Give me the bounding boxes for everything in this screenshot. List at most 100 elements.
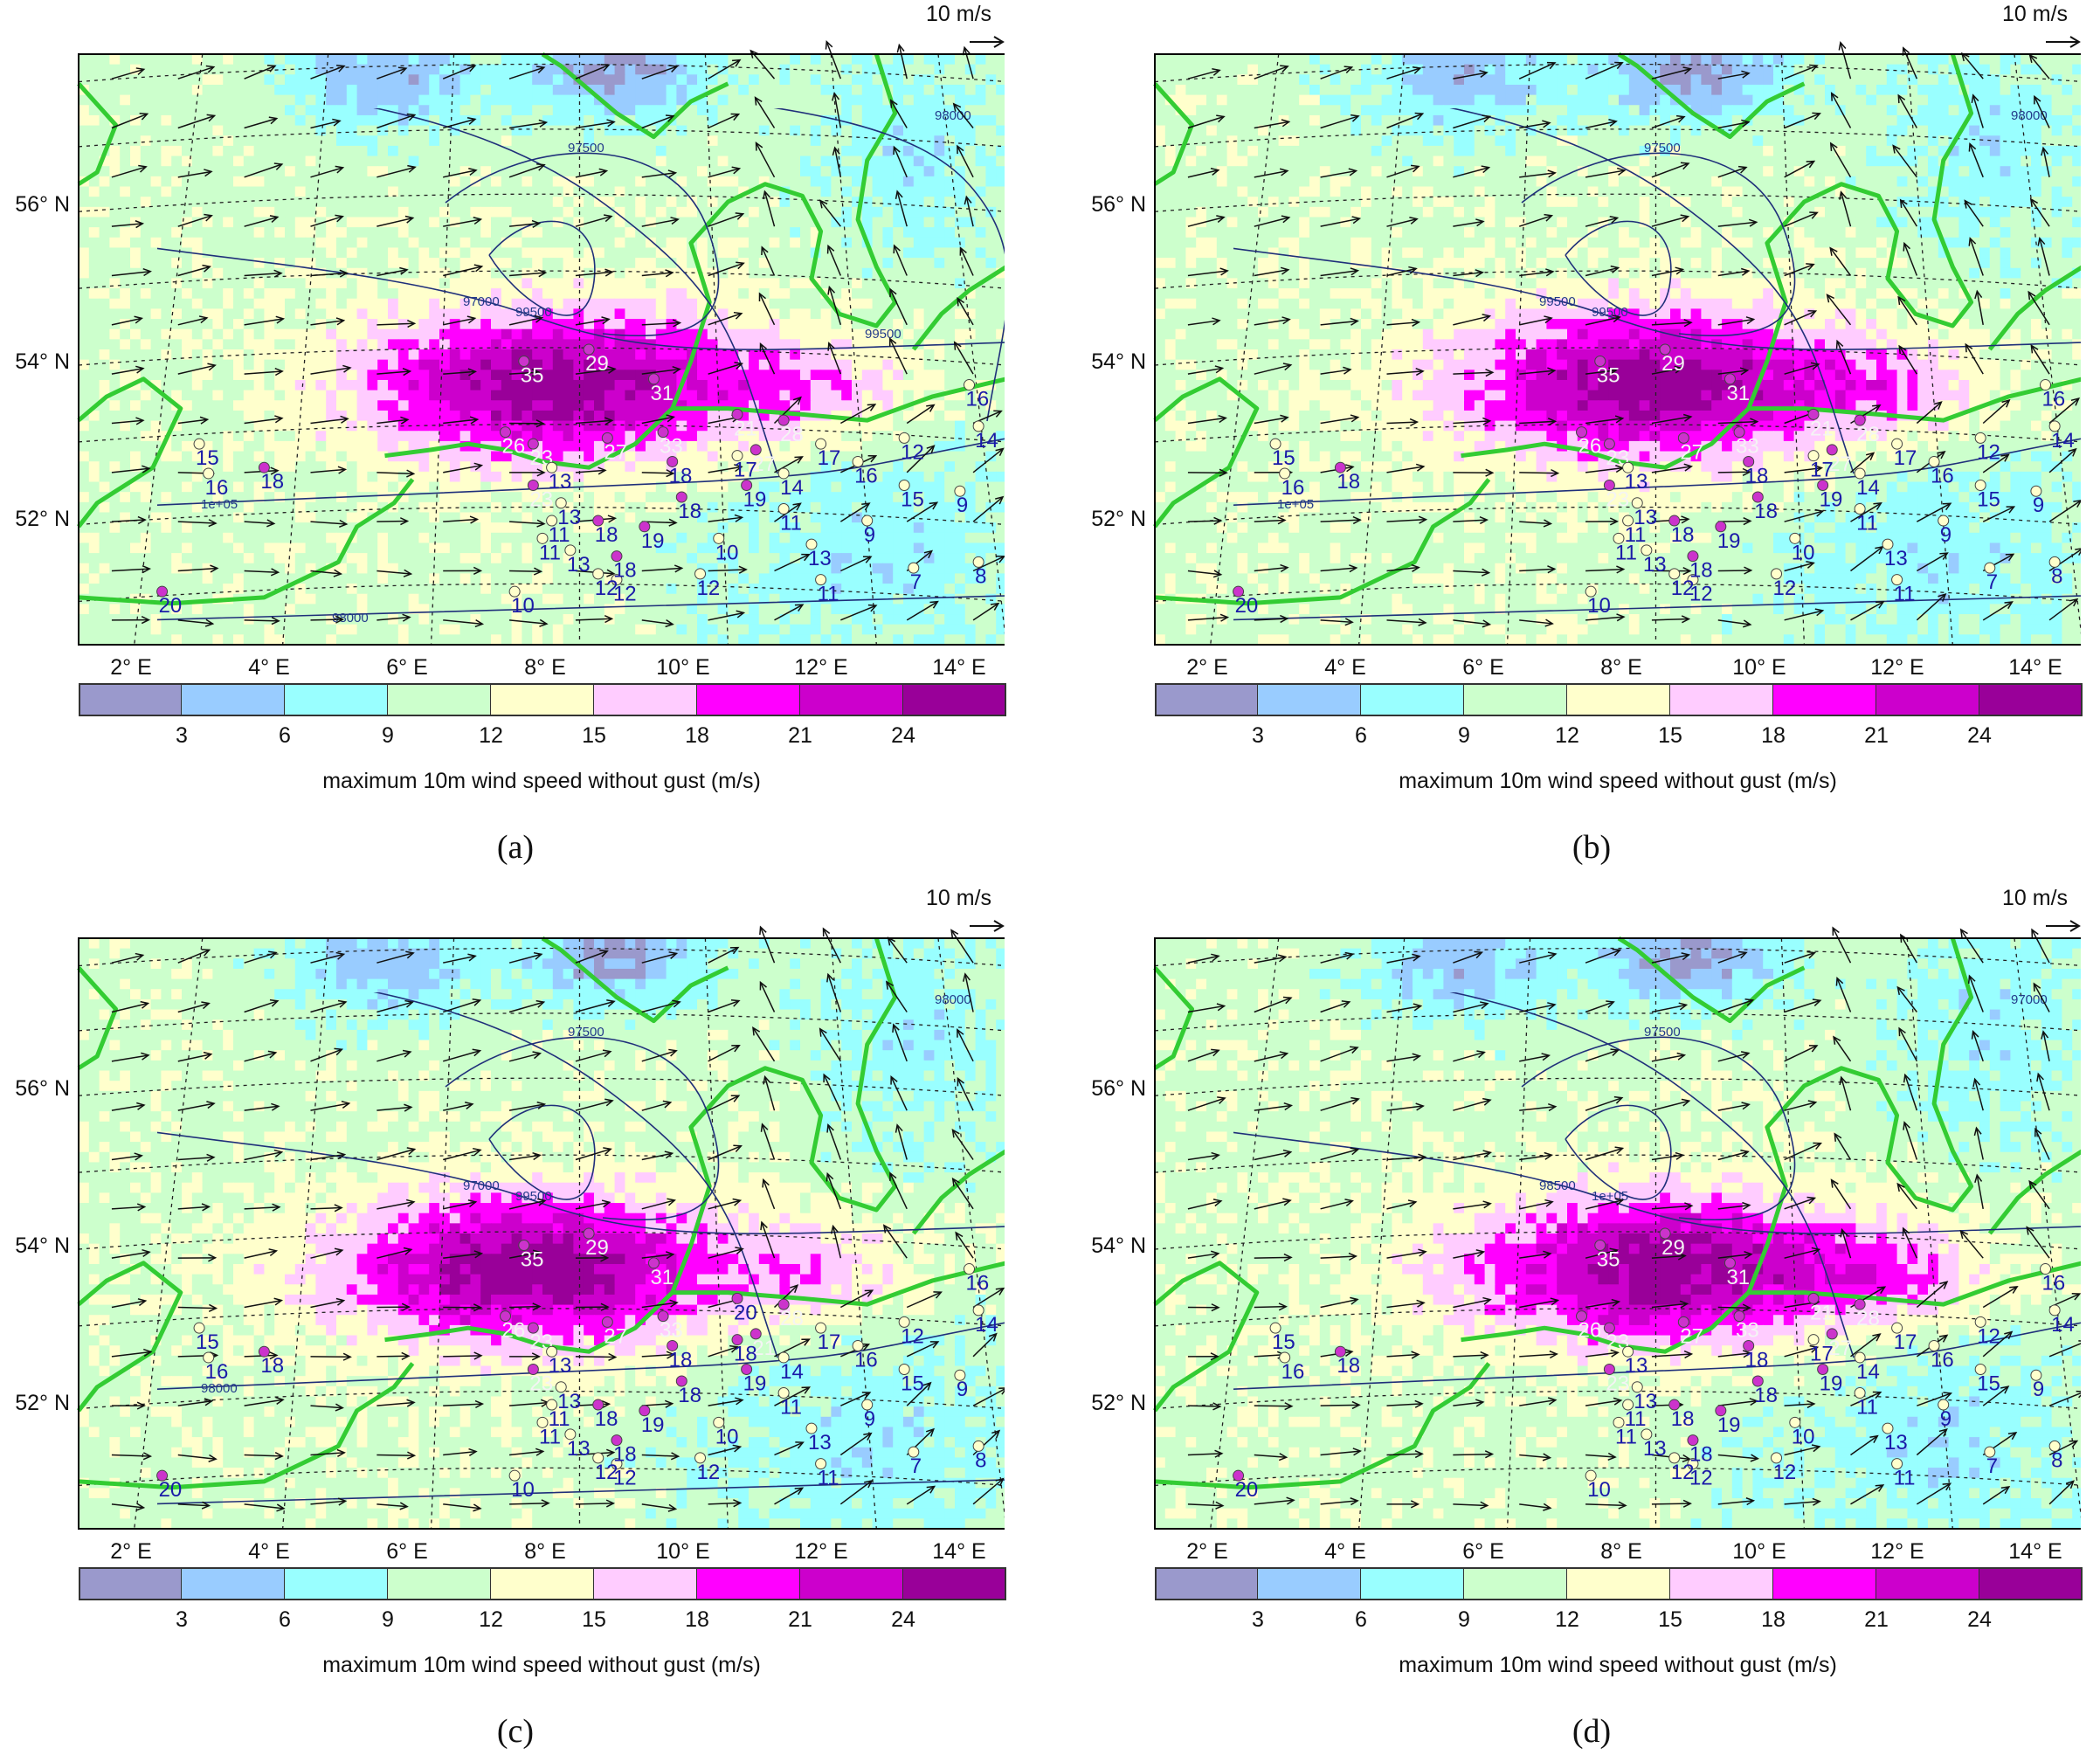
wind-arrow bbox=[1841, 1076, 1852, 1111]
map-frame bbox=[1154, 53, 2081, 646]
station-value: 13 bbox=[1634, 1390, 1657, 1413]
wind-arrow bbox=[1254, 217, 1289, 227]
wind-arrow bbox=[376, 1454, 415, 1456]
colorbar-swatch bbox=[182, 683, 285, 716]
wind-arrow bbox=[898, 45, 908, 79]
wind-arrow bbox=[310, 1153, 345, 1161]
lon-tick-label: 10° E bbox=[656, 655, 709, 680]
station-value: 12 bbox=[901, 440, 924, 464]
wind-arrow bbox=[1453, 115, 1490, 129]
station-value: 12 bbox=[901, 1324, 924, 1348]
station-value: 15 bbox=[1272, 1330, 1295, 1354]
station-value: 23 bbox=[1606, 487, 1629, 511]
station-marker bbox=[908, 1446, 920, 1458]
wind-arrow bbox=[761, 1221, 776, 1259]
wind-arrow bbox=[1519, 1154, 1552, 1161]
station-value: 11 bbox=[1856, 512, 1878, 536]
station-marker bbox=[592, 1452, 604, 1464]
station-value: 18 bbox=[1754, 1384, 1778, 1407]
wind-arrow bbox=[111, 367, 144, 375]
wind-arrow bbox=[1320, 218, 1360, 227]
wind-arrow bbox=[763, 190, 776, 227]
wind-arrow bbox=[443, 1253, 482, 1259]
station-marker bbox=[1891, 574, 1903, 586]
wind-arrow bbox=[827, 245, 842, 276]
station-value: 26 bbox=[502, 435, 526, 459]
wind-arrow bbox=[1916, 593, 1946, 621]
wind-arrow bbox=[177, 1399, 212, 1406]
wind-arrow bbox=[177, 215, 212, 227]
wind-arrow bbox=[1187, 169, 1219, 178]
wind-arrow bbox=[1386, 1005, 1421, 1013]
wind-arrow bbox=[1187, 270, 1228, 277]
station-marker bbox=[1854, 1387, 1866, 1399]
wind-arrow bbox=[1717, 471, 1751, 473]
station-value: 9 bbox=[864, 523, 875, 547]
station-marker bbox=[667, 1339, 679, 1351]
colorbar-swatch bbox=[1361, 683, 1464, 716]
station-marker bbox=[518, 1240, 530, 1252]
station-value: 27 bbox=[1680, 1324, 1703, 1348]
station-marker bbox=[667, 455, 679, 467]
lon-tick-label: 6° E bbox=[1462, 1539, 1504, 1564]
colorbar-title: maximum 10m wind speed without gust (m/s… bbox=[1155, 1653, 2081, 1678]
panel-label: (d) bbox=[1572, 1712, 1611, 1751]
wind-arrow bbox=[1585, 1001, 1614, 1013]
station-marker bbox=[1603, 1322, 1615, 1334]
lon-tick-label: 14° E bbox=[2008, 655, 2062, 680]
colorbar-swatch bbox=[1155, 683, 1258, 716]
wind-arrow bbox=[1519, 121, 1551, 129]
station-marker bbox=[1576, 426, 1588, 439]
station-value: 28 bbox=[1856, 423, 1880, 446]
station-value: 17 bbox=[1894, 1330, 1917, 1354]
wind-arrow bbox=[443, 1403, 483, 1406]
wind-arrow bbox=[2042, 148, 2050, 177]
wind-arrow bbox=[509, 521, 544, 525]
station-marker bbox=[583, 343, 595, 356]
wind-arrow bbox=[641, 272, 674, 277]
station-value: 18 bbox=[613, 559, 637, 583]
station-value: 7 bbox=[910, 570, 922, 594]
station-marker bbox=[1622, 1399, 1634, 1411]
wind-arrow bbox=[2048, 1440, 2078, 1456]
wind-arrow bbox=[1386, 1156, 1426, 1161]
station-marker bbox=[1807, 450, 1820, 462]
station-marker bbox=[1631, 1381, 1643, 1393]
wind-arrow bbox=[888, 937, 908, 964]
wind-arrow bbox=[2048, 1480, 2075, 1505]
station-marker bbox=[815, 574, 827, 586]
lon-tick-label: 12° E bbox=[1870, 655, 1924, 680]
isobar-line bbox=[1233, 1322, 2081, 1391]
wind-arrow bbox=[1916, 552, 1948, 572]
station-marker bbox=[898, 479, 910, 491]
isobar-label: 1e+05 bbox=[1277, 497, 1314, 512]
wind-arrow bbox=[1900, 199, 1917, 227]
wind-arrow bbox=[575, 1356, 616, 1358]
wind-arrows bbox=[111, 40, 1005, 628]
station-value: 18 bbox=[1754, 500, 1778, 523]
wind-arrow bbox=[1519, 619, 1553, 625]
isobar-label: 99500 bbox=[1539, 294, 1576, 309]
wind-arrow bbox=[1784, 113, 1820, 129]
wind-arrow bbox=[443, 1503, 481, 1510]
colorbar-swatch bbox=[182, 1567, 285, 1600]
station-marker bbox=[508, 585, 521, 598]
isobar-line bbox=[772, 108, 1005, 422]
wind-arrow bbox=[1717, 1103, 1750, 1111]
wind-arrow bbox=[708, 569, 747, 572]
wind-arrow bbox=[443, 518, 478, 522]
wind-arrow bbox=[825, 41, 842, 79]
isobar-label: 98000 bbox=[2011, 108, 2048, 123]
wind-arrow bbox=[833, 93, 842, 128]
wind-arrow bbox=[1187, 570, 1221, 576]
wind-arrow bbox=[840, 556, 872, 572]
wind-arrow bbox=[823, 1074, 842, 1111]
wind-arrow bbox=[1518, 62, 1556, 79]
isobar-line bbox=[1449, 108, 1855, 474]
wind-arrow bbox=[1717, 1150, 1749, 1161]
colorbar-tick-label: 9 bbox=[1458, 723, 1470, 749]
wind-arrow bbox=[111, 568, 150, 572]
station-value: 17 bbox=[1810, 1343, 1834, 1366]
station-marker bbox=[1891, 438, 1903, 450]
colorbar-tick-label: 24 bbox=[891, 1607, 915, 1633]
